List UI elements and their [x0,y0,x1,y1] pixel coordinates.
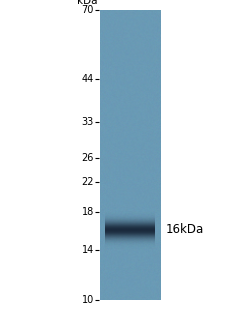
Bar [100,10,160,300]
Text: 14: 14 [82,245,94,255]
Text: 10: 10 [82,295,94,305]
Text: 16kDa: 16kDa [165,224,203,236]
Text: 18: 18 [82,207,94,217]
Text: 26: 26 [82,153,94,163]
Text: kDa: kDa [76,0,97,6]
Text: 22: 22 [81,178,94,188]
Text: 70: 70 [82,5,94,15]
Text: 33: 33 [82,117,94,127]
Text: 44: 44 [82,74,94,84]
